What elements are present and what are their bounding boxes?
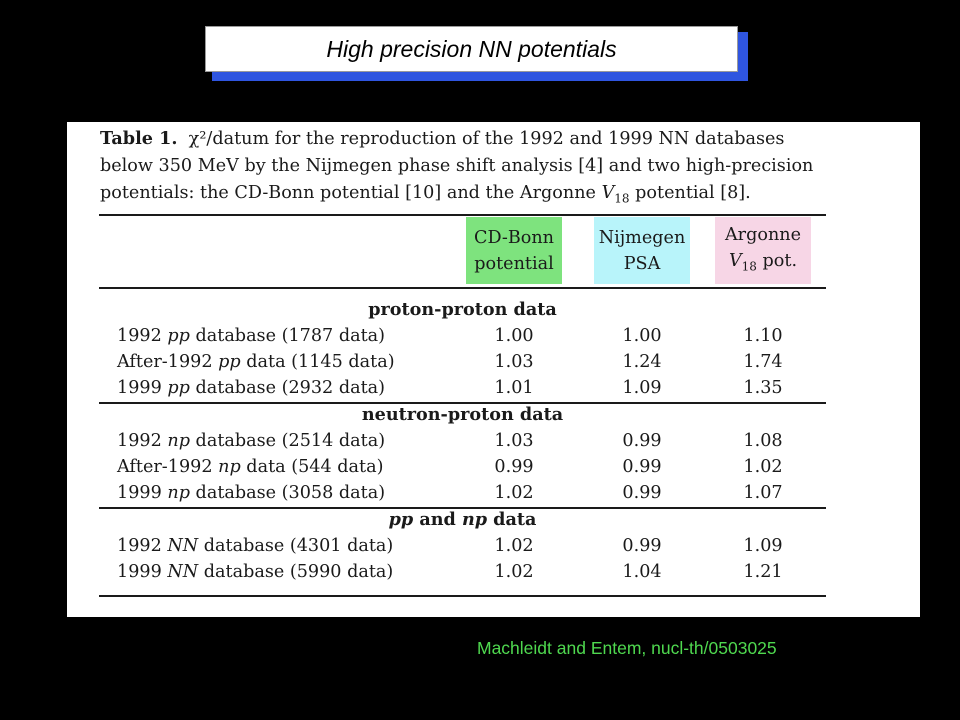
row-label-pre: After-1992 (117, 457, 219, 477)
section-rule (99, 402, 826, 404)
caption-line-1: χ²/datum for the reproduction of the 199… (188, 129, 785, 149)
table-row: 1992 pp database (1787 data) 1.00 1.00 1… (67, 323, 920, 349)
cell-nijmegen: 0.99 (622, 431, 662, 451)
row-label-post: data (544 data) (240, 457, 384, 477)
cell-nijmegen: 0.99 (622, 536, 662, 556)
row-label-pre: 1992 (117, 326, 168, 346)
header-argonne-line1: Argonne (724, 224, 802, 245)
cell-nijmegen: 1.09 (622, 378, 662, 398)
caption-label: Table 1. (100, 128, 178, 149)
header-cd-bonn-line1: CD-Bonn (473, 227, 555, 248)
bottom-rule (99, 595, 826, 597)
header-nijmegen: Nijmegen PSA (594, 217, 690, 284)
row-label-it: np (167, 431, 190, 451)
row-label-post: database (3058 data) (189, 483, 386, 503)
header-argonne: Argonne V18 pot. (715, 217, 811, 284)
caption-line-3a: potentials: the CD-Bonn potential [10] a… (100, 183, 602, 203)
row-label-post: database (2932 data) (189, 378, 386, 398)
cell-cd-bonn: 1.03 (494, 431, 534, 451)
cell-argonne: 1.02 (743, 457, 783, 477)
header-cd-bonn: CD-Bonn potential (466, 217, 562, 284)
table-row: 1992 np database (2514 data) 1.03 0.99 1… (67, 428, 920, 454)
row-label-it: NN (167, 562, 199, 582)
row-label-it: np (167, 483, 190, 503)
section-heading-pp-np: pp and np data (99, 507, 826, 533)
cell-nijmegen: 1.04 (622, 562, 662, 582)
row-label-post: database (4301 data) (198, 536, 394, 556)
cell-nijmegen: 0.99 (622, 483, 662, 503)
row-label-pre: 1999 (117, 378, 168, 398)
section-heading-pp: proton-proton data (368, 299, 557, 320)
table-row: 1999 pp database (2932 data) 1.01 1.09 1… (67, 375, 920, 401)
row-label-it: pp (167, 378, 190, 398)
caption-v: V (601, 183, 615, 203)
cell-cd-bonn: 0.99 (494, 457, 534, 477)
cell-nijmegen: 1.24 (622, 352, 662, 372)
table-row: After-1992 pp data (1145 data) 1.03 1.24… (67, 349, 920, 375)
header-cd-bonn-line2: potential (474, 253, 554, 274)
caption-line-3d: potential [8]. (629, 183, 751, 203)
cell-argonne: 1.21 (743, 562, 783, 582)
heading-pp: pp (388, 509, 414, 530)
row-label-it: np (218, 457, 241, 477)
cell-argonne: 1.08 (743, 431, 783, 451)
section-heading-np: neutron-proton data (361, 404, 564, 425)
table-row: 1999 NN database (5990 data) 1.02 1.04 1… (67, 559, 920, 585)
row-label-pre: 1999 (117, 483, 168, 503)
row-label-pre: 1999 (117, 562, 168, 582)
cell-argonne: 1.10 (743, 326, 783, 346)
cell-argonne: 1.09 (743, 536, 783, 556)
cell-nijmegen: 0.99 (622, 457, 662, 477)
caption-line-2: below 350 MeV by the Nijmegen phase shif… (100, 156, 814, 176)
row-label-post: database (1787 data) (189, 326, 386, 346)
row-label-post: database (2514 data) (189, 431, 386, 451)
cell-cd-bonn: 1.00 (494, 326, 534, 346)
header-nijmegen-line2: PSA (623, 253, 661, 274)
row-label-it: pp (218, 352, 241, 372)
cell-nijmegen: 1.00 (622, 326, 662, 346)
heading-and: and (413, 509, 462, 530)
section-rule (99, 507, 826, 509)
cell-argonne: 1.35 (743, 378, 783, 398)
cell-cd-bonn: 1.03 (494, 352, 534, 372)
row-label-post: database (5990 data) (198, 562, 394, 582)
header-argonne-v: V (728, 250, 742, 271)
cell-cd-bonn: 1.02 (494, 536, 534, 556)
table-panel: Table 1. χ²/datum for the reproduction o… (67, 122, 920, 617)
top-rule (99, 214, 826, 216)
heading-np: np (461, 509, 488, 530)
cell-cd-bonn: 1.01 (494, 378, 534, 398)
row-label-it: pp (167, 326, 190, 346)
cell-cd-bonn: 1.02 (494, 483, 534, 503)
header-nijmegen-line1: Nijmegen (598, 227, 686, 248)
row-label-pre: After-1992 (117, 352, 219, 372)
header-rule (99, 287, 826, 289)
row-label-it: NN (167, 536, 199, 556)
table-caption: Table 1. χ²/datum for the reproduction o… (100, 125, 920, 213)
credit-citation: Machleidt and Entem, nucl-th/0503025 (477, 638, 777, 658)
caption-v-sub: 18 (614, 191, 630, 206)
row-label-pre: 1992 (117, 431, 168, 451)
table-row: After-1992 np data (544 data) 0.99 0.99 … (67, 454, 920, 480)
table-row: 1992 NN database (4301 data) 1.02 0.99 1… (67, 533, 920, 559)
slide-title: High precision NN potentials (205, 26, 738, 72)
heading-data: data (487, 509, 537, 530)
row-label-pre: 1992 (117, 536, 168, 556)
header-argonne-pot: pot. (756, 250, 798, 271)
cell-cd-bonn: 1.02 (494, 562, 534, 582)
cell-argonne: 1.07 (743, 483, 783, 503)
cell-argonne: 1.74 (743, 352, 783, 372)
row-label-post: data (1145 data) (240, 352, 395, 372)
table-row: 1999 np database (3058 data) 1.02 0.99 1… (67, 480, 920, 506)
header-argonne-sub: 18 (741, 259, 757, 274)
